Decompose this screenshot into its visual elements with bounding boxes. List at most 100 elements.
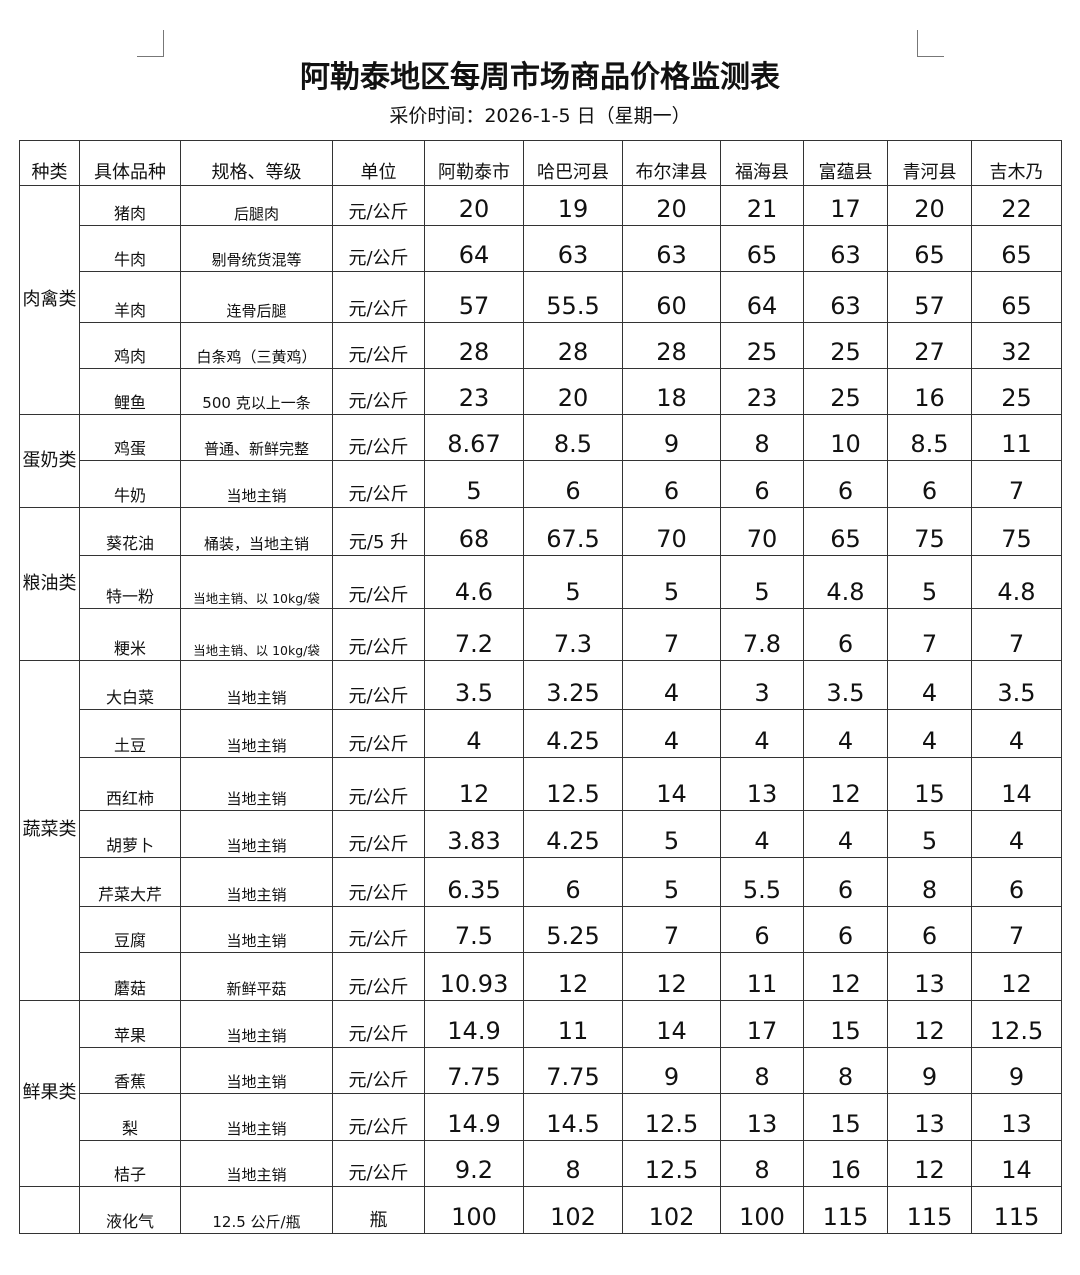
table-row: 液化气 12.5 公斤/瓶瓶 100 102 102 100 115 115 115 [19, 1186, 1062, 1234]
price-cell: 60 [622, 271, 721, 323]
item-spec: 500 克以上一条 [180, 368, 333, 415]
price-cell: 4 [720, 709, 804, 758]
table-row: 粳米 当地主销、以 10kg/袋 元/公斤 7.2 7.3 7 7.8 6 7 7 [20, 608, 1062, 661]
table-row: 西红柿 当地主销 元/公斤 12 12.5 14 13 12 15 14 [20, 757, 1062, 811]
item-unit: 元/公斤 [332, 414, 425, 461]
item-unit: 元/公斤 [332, 857, 425, 907]
price-cell: 25 [803, 322, 888, 369]
item-unit: 元/公斤 [332, 271, 425, 323]
category-cell: 鲜果类 [19, 1000, 80, 1187]
item-spec: 当地主销 [180, 1047, 333, 1094]
price-cell: 9 [622, 414, 721, 461]
price-cell: 8 [720, 1140, 804, 1187]
price-cell: 12 [887, 1000, 972, 1048]
price-cell: 4 [887, 709, 972, 758]
price-cell: 4 [971, 810, 1062, 858]
item-unit: 元/公斤 [332, 185, 425, 226]
price-cell: 6 [803, 460, 888, 508]
price-cell: 4 [971, 709, 1062, 758]
item-unit: 元/公斤 [332, 225, 425, 272]
price-cell: 63 [803, 225, 888, 272]
price-cell: 8.5 [523, 414, 623, 461]
price-cell: 12 [803, 757, 888, 811]
column-header: 青河县 [887, 140, 972, 186]
price-cell: 7 [622, 608, 721, 661]
price-cell: 12.5 [523, 757, 623, 811]
price-cell: 6 [720, 460, 804, 508]
price-cell: 14 [622, 1000, 721, 1048]
price-cell: 3 [720, 660, 804, 710]
price-cell: 6 [622, 460, 721, 508]
price-cell: 15 [803, 1000, 888, 1048]
price-cell: 20 [622, 185, 721, 226]
item-name: 桔子 [79, 1140, 181, 1187]
price-cell: 100 [424, 1186, 524, 1234]
price-cell: 19 [523, 185, 623, 226]
price-cell: 4.25 [523, 709, 623, 758]
price-cell: 12 [424, 757, 524, 811]
column-header: 具体品种 [79, 140, 181, 186]
price-cell: 12 [971, 952, 1062, 1001]
price-cell: 65 [971, 225, 1062, 272]
price-cell: 7.5 [424, 906, 524, 953]
item-name: 猪肉 [79, 185, 181, 226]
price-cell: 5 [622, 857, 721, 907]
price-cell: 22 [971, 185, 1062, 226]
item-name: 蘑菇 [79, 952, 181, 1001]
item-unit: 元/公斤 [332, 555, 425, 609]
price-cell: 20 [424, 185, 524, 226]
price-cell: 3.5 [971, 660, 1062, 710]
item-name: 牛奶 [79, 460, 181, 508]
price-cell: 57 [887, 271, 972, 323]
price-table: 种类 具体品种 规格、等级 单位 阿勒泰市 哈巴河县 布尔津县 福海县 富蕴县 青河县 吉木乃 肉禽… [19, 140, 1062, 1234]
table-row: 蔬菜类 大白菜 当地主销 元/公斤 3.5 3.25 4 3 3.5 4 3.5 [19, 660, 1062, 1001]
price-cell: 6 [887, 460, 972, 508]
table-row: 粮油类 葵花油 桶装，当地主销 元/5 升 68 67.5 70 70 65 75 75 [19, 507, 1062, 661]
price-cell: 5 [622, 810, 721, 858]
column-header: 吉木乃 [971, 140, 1062, 186]
item-name: 苹果 [79, 1000, 181, 1048]
price-cell: 11 [971, 414, 1062, 461]
item-spec: 当地主销 [180, 460, 333, 508]
item-spec: 普通、新鲜完整 [180, 414, 333, 461]
price-cell: 4 [887, 660, 972, 710]
price-cell: 12.5 [971, 1000, 1062, 1048]
item-name: 芹菜大芹 [79, 857, 181, 907]
table-row: 土豆 当地主销 元/公斤 4 4.25 4 4 4 4 4 [20, 709, 1062, 758]
item-spec: 新鲜平菇 [180, 952, 333, 1001]
price-cell: 70 [720, 507, 804, 556]
item-spec: 当地主销 [180, 810, 333, 858]
table-row: 牛肉 剔骨统货混等 元/公斤 64 63 63 65 63 65 65 [20, 225, 1062, 272]
price-cell: 13 [971, 1093, 1062, 1141]
price-cell: 14 [971, 1140, 1062, 1187]
price-cell: 15 [887, 757, 972, 811]
price-cell: 14.5 [523, 1093, 623, 1141]
price-cell: 4 [622, 660, 721, 710]
price-cell: 10.93 [424, 952, 524, 1001]
table-header: 种类 具体品种 规格、等级 单位 阿勒泰市 哈巴河县 布尔津县 福海县 富蕴县 青河县 吉木乃 [19, 140, 1062, 186]
item-name: 西红柿 [79, 757, 181, 811]
price-cell: 4.8 [803, 555, 888, 609]
price-cell: 16 [887, 368, 972, 415]
price-cell: 17 [803, 185, 888, 226]
price-cell: 23 [424, 368, 524, 415]
price-cell: 115 [803, 1186, 888, 1234]
price-cell: 9 [887, 1047, 972, 1094]
table-row: 蛋奶类 鸡蛋 普通、新鲜完整 元/公斤 8.67 8.5 9 8 10 8.5 11 [19, 414, 1062, 508]
column-header: 福海县 [720, 140, 804, 186]
table-row: 牛奶 当地主销 元/公斤 5 6 6 6 6 6 7 [20, 460, 1062, 508]
price-cell: 5 [424, 460, 524, 508]
price-cell: 4.8 [971, 555, 1062, 609]
item-name: 大白菜 [79, 660, 181, 710]
price-cell: 65 [971, 271, 1062, 323]
price-cell: 20 [887, 185, 972, 226]
price-cell: 7.3 [523, 608, 623, 661]
price-cell: 21 [720, 185, 804, 226]
item-spec: 白条鸡（三黄鸡） [180, 322, 333, 369]
column-header: 富蕴县 [803, 140, 888, 186]
price-cell: 23 [720, 368, 804, 415]
item-unit: 元/5 升 [332, 507, 425, 556]
price-cell: 25 [803, 368, 888, 415]
price-cell: 7 [971, 906, 1062, 953]
price-cell: 12 [622, 952, 721, 1001]
